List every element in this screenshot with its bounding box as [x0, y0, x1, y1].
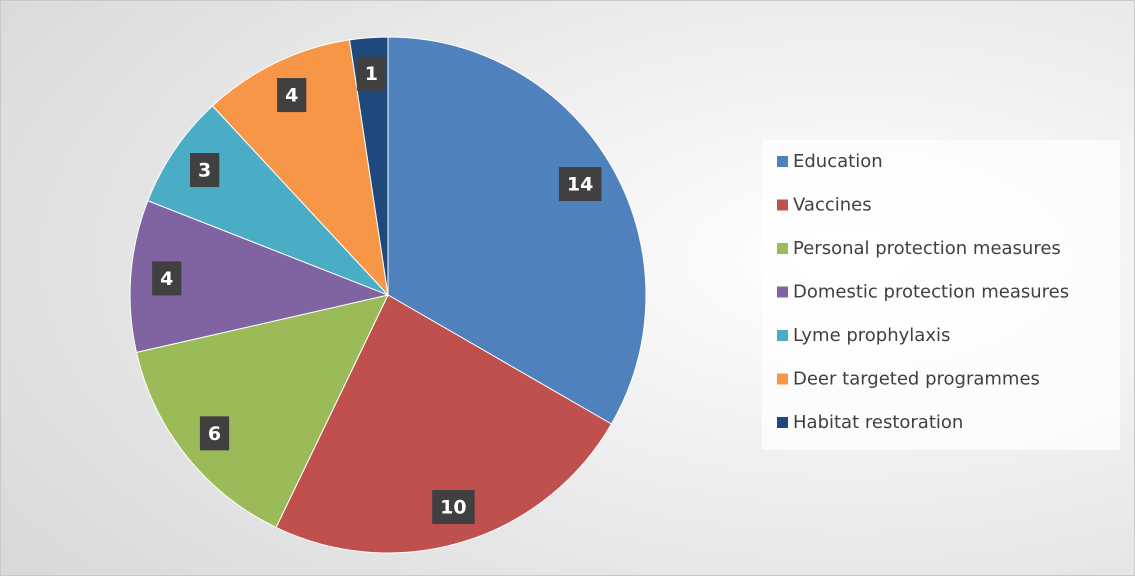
legend-swatch — [777, 373, 788, 385]
legend-swatch — [777, 417, 788, 428]
data-label: 10 — [440, 497, 466, 519]
legend-label: Habitat restoration — [793, 412, 963, 433]
data-label-box — [190, 153, 220, 188]
data-label-group: 4 — [277, 78, 307, 113]
legend-label: Deer targeted programmes — [793, 369, 1040, 390]
data-label-box — [277, 78, 307, 113]
pie-slice — [275, 294, 613, 554]
data-label-group: 6 — [199, 416, 230, 451]
pie-slice — [129, 200, 390, 354]
data-label: 4 — [285, 85, 298, 107]
legend-box — [762, 140, 1120, 450]
data-label: 3 — [198, 160, 211, 182]
pie-slice — [135, 294, 389, 529]
legend-label: Vaccines — [793, 195, 872, 216]
data-label-group: 1 — [356, 56, 387, 91]
pie-slice — [387, 36, 647, 425]
legend-swatch — [777, 286, 788, 298]
legend-label: Personal protection measures — [793, 238, 1061, 259]
legend-label: Domestic protection measures — [793, 282, 1069, 303]
data-label: 6 — [208, 423, 221, 445]
legend-label: Education — [793, 151, 883, 172]
legend-swatch — [777, 199, 788, 211]
data-label-box — [356, 56, 387, 91]
data-label: 14 — [567, 174, 593, 196]
data-label-box — [558, 167, 602, 202]
data-label-group: 3 — [190, 153, 220, 188]
data-label-group: 10 — [432, 490, 475, 525]
data-label-group: 4 — [152, 261, 182, 296]
legend-label: Lyme prophylaxis — [793, 325, 950, 346]
legend-swatch — [777, 330, 788, 341]
data-label-group: 14 — [558, 167, 602, 202]
data-label: 1 — [365, 63, 378, 85]
data-label: 4 — [160, 268, 173, 290]
data-label-box — [432, 490, 475, 525]
pie-slice — [348, 36, 389, 296]
data-label-box — [152, 261, 182, 296]
legend-swatch — [777, 156, 788, 167]
data-label-box — [199, 416, 230, 451]
legend-swatch — [777, 243, 788, 254]
pie-slice — [211, 39, 389, 297]
